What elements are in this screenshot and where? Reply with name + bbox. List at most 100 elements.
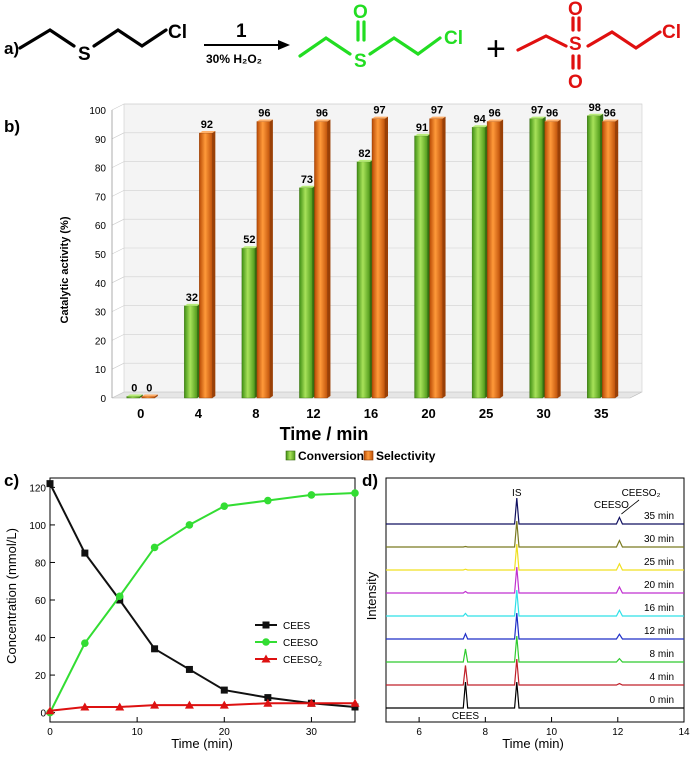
trace-time-label: 35 min (644, 511, 674, 522)
trace-time-label: 25 min (644, 557, 674, 568)
bar-y-tick-label: 50 (95, 250, 107, 261)
bar-y-tick-label: 30 (95, 308, 107, 319)
bar-conversion (529, 118, 543, 399)
trace-time-label: 4 min (650, 672, 674, 683)
bar-y-tick-label: 90 (95, 135, 107, 146)
bar-y-tick-label: 70 (95, 192, 107, 203)
bar-data-label: 91 (416, 122, 428, 134)
trace-time-label: 0 min (650, 695, 674, 706)
chromatogram-trace (386, 589, 684, 617)
bar-selectivity (602, 121, 616, 399)
marker-ceeso (220, 502, 229, 510)
bar-conversion (184, 305, 198, 399)
bar-conversion (414, 135, 428, 399)
chromatogram-trace (386, 612, 684, 640)
bar-y-axis-title: Catalytic activity (%) (59, 216, 71, 323)
reagent-label: 30% H₂O₂ (206, 52, 262, 66)
bar-top-face (184, 303, 201, 306)
marker-ceeso2 (184, 700, 194, 709)
bar-gridline-side (111, 161, 125, 168)
line-x-tick-label: 30 (306, 727, 318, 738)
sulfoxide-cl-atom: Cl (444, 28, 463, 49)
bar-x-tick-label: 0 (137, 406, 144, 421)
chromatogram-panel: d) Intensity Time (min) 6 8 10 12 14 0 min 4 m… (362, 471, 690, 751)
marker-ceeso2 (80, 702, 90, 711)
bar-conversion (126, 396, 140, 399)
line-y-tick-label: 0 (40, 709, 46, 720)
bar-top-face (487, 119, 504, 122)
line-x-tick-label: 20 (219, 727, 231, 738)
bar-top-face (241, 246, 258, 249)
bar-side-face (269, 119, 273, 399)
bar-selectivity (544, 121, 558, 399)
chrom-x-tick-label: 12 (612, 727, 624, 738)
bar-side-face (557, 119, 561, 399)
peak-label-is: IS (512, 488, 522, 499)
bar-gridline-side (111, 218, 125, 226)
bar-top-face (544, 119, 561, 122)
bar-x-tick-label: 25 (479, 406, 493, 421)
trace-time-label: 12 min (644, 626, 674, 637)
sulfone-cl-atom: Cl (662, 22, 681, 43)
sulfoxide-ceeso-structure (298, 20, 442, 58)
line-y-tick-label: 100 (29, 521, 46, 532)
bar-top-face (372, 116, 388, 119)
bar-top-face (141, 394, 158, 397)
marker-ceeso (115, 592, 124, 601)
bar-data-label: 96 (488, 108, 500, 120)
sulfone-o-atom-bottom: O (568, 72, 583, 93)
marker-ceeso2 (306, 698, 316, 707)
bar-data-label: 97 (431, 105, 443, 117)
bar-top-face (414, 133, 431, 136)
bar-side-face (212, 131, 216, 399)
marker-cees (351, 703, 359, 711)
bar-data-label: 96 (316, 108, 328, 120)
sulfoxide-o-atom: O (353, 2, 368, 23)
bar-top-face (429, 116, 446, 119)
marker-cees (220, 686, 228, 694)
bar-x-tick-label: 35 (594, 406, 608, 421)
legend-label-ceeso: CEESO (283, 638, 318, 649)
bar-gridline-side (111, 103, 125, 111)
line-y-tick-label: 120 (29, 483, 46, 494)
line-y-tick-label: 80 (35, 558, 47, 569)
peak-label-cees: CEES (452, 711, 480, 722)
bar-conversion (299, 187, 313, 399)
line-x-tick-label: 10 (132, 727, 144, 738)
trace-time-label: 30 min (644, 534, 674, 545)
reaction-scheme: a) S Cl 1 30% H₂O₂ S O Cl + (4, 0, 681, 93)
bar-x-axis-title: Time / min (280, 424, 369, 444)
bar-y-tick-label: 100 (89, 106, 106, 117)
bar-top-face (314, 119, 331, 122)
bar-conversion (356, 161, 371, 399)
marker-ceeso (81, 639, 89, 647)
bar-chart-panel: b) Catalytic activity (%) Time / min Con… (4, 102, 643, 463)
chrom-x-tick-label: 8 (483, 727, 489, 738)
marker-ceeso2 (263, 698, 273, 707)
line-x-axis-title: Time (min) (171, 736, 233, 751)
bar-x-tick-label: 16 (364, 406, 378, 421)
line-plot-frame (49, 477, 356, 723)
sulfone-o-atom-top: O (568, 0, 583, 20)
chrom-x-tick-label: 6 (416, 727, 422, 738)
bar-gridline-side (111, 276, 125, 284)
bar-top-face (529, 116, 546, 119)
line-y-tick-label: 40 (35, 634, 47, 645)
marker-ceeso2 (115, 702, 125, 711)
bar-gridline-side (111, 391, 125, 399)
bar-gridline-side (111, 305, 125, 312)
bar-side-face (615, 119, 619, 399)
bar-data-label: 0 (131, 383, 137, 395)
reactant-cl-atom: Cl (168, 22, 187, 43)
chromatogram-trace (386, 635, 684, 663)
bar-data-label: 94 (473, 113, 486, 125)
bar-selectivity (371, 118, 386, 399)
sulfoxide-s-atom: S (354, 51, 367, 72)
bar-side-face (154, 394, 158, 398)
bar-x-tick-label: 20 (421, 406, 435, 421)
peak-label-ceeso: CEESO (594, 500, 629, 511)
bar-selectivity (429, 118, 443, 399)
legend-marker (262, 638, 270, 646)
bar-y-tick-label: 10 (95, 365, 107, 376)
